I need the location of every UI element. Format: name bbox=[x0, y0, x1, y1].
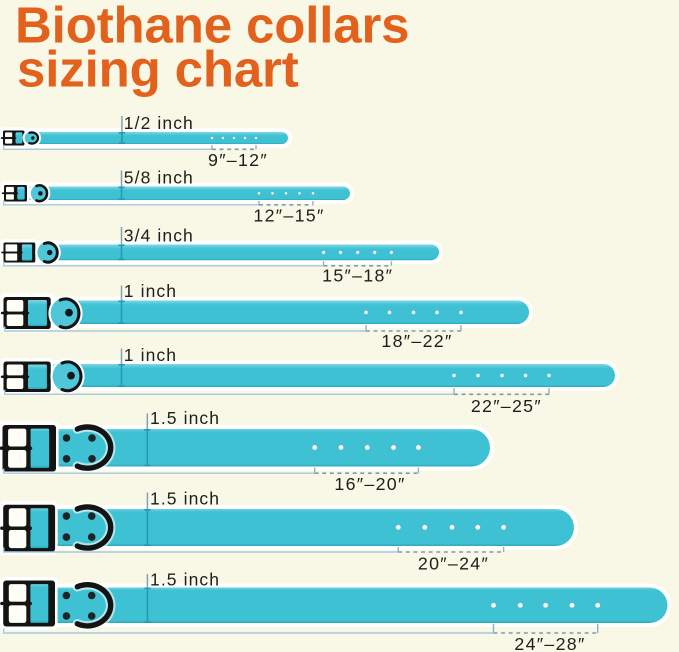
svg-text:1.5 inch: 1.5 inch bbox=[150, 570, 220, 590]
svg-text:18″–22″: 18″–22″ bbox=[381, 331, 452, 351]
svg-text:1/2 inch: 1/2 inch bbox=[124, 113, 194, 133]
svg-text:12″–15″: 12″–15″ bbox=[253, 206, 324, 226]
svg-text:1.5 inch: 1.5 inch bbox=[150, 408, 220, 428]
svg-text:sizing chart: sizing chart bbox=[17, 40, 299, 97]
svg-text:3/4 inch: 3/4 inch bbox=[124, 226, 194, 246]
svg-text:1.5 inch: 1.5 inch bbox=[150, 488, 220, 508]
svg-text:1 inch: 1 inch bbox=[124, 281, 177, 301]
svg-text:15″–18″: 15″–18″ bbox=[322, 266, 393, 286]
svg-text:24″–28″: 24″–28″ bbox=[514, 634, 585, 652]
svg-text:16″–20″: 16″–20″ bbox=[334, 474, 405, 494]
svg-text:22″–25″: 22″–25″ bbox=[471, 396, 542, 416]
svg-text:20″–24″: 20″–24″ bbox=[418, 554, 489, 574]
svg-text:1 inch: 1 inch bbox=[124, 345, 177, 365]
svg-text:5/8 inch: 5/8 inch bbox=[124, 168, 194, 188]
svg-text:Biothane collars: Biothane collars bbox=[15, 0, 409, 53]
svg-text:9″–12″: 9″–12″ bbox=[208, 150, 268, 170]
